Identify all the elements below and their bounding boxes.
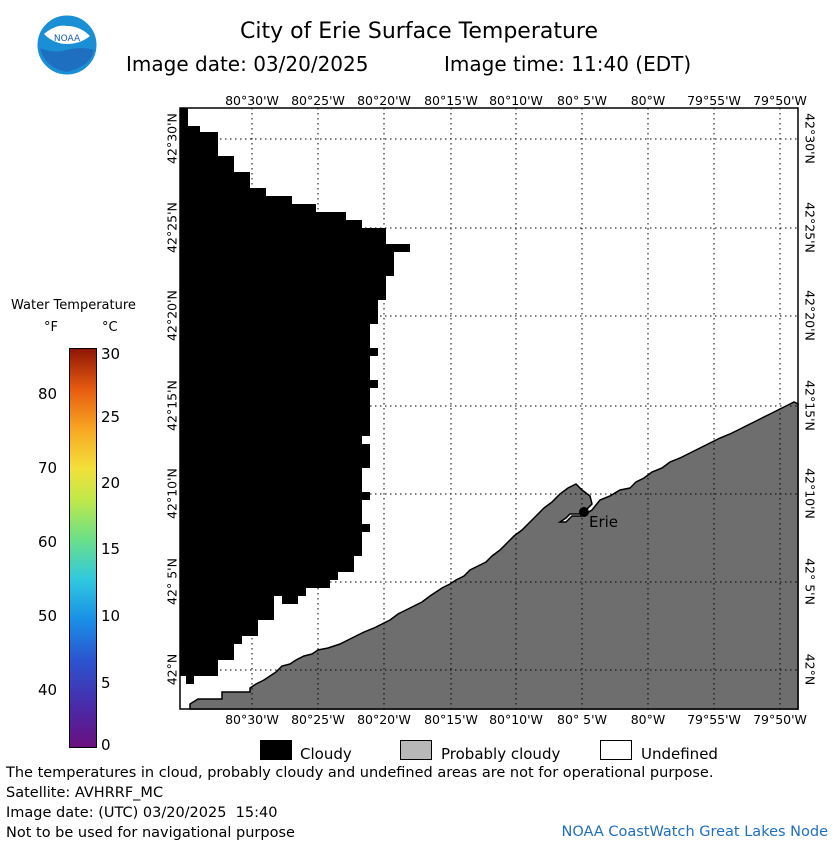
colorbar-f-tick: 50 bbox=[38, 607, 58, 625]
city-label-erie: Erie bbox=[589, 513, 618, 531]
lon-label-bottom: 80°W bbox=[630, 712, 666, 727]
footer-navigation-note: Not to be used for navigational purpose bbox=[6, 825, 295, 841]
footer-satellite: Satellite: AVHRRF_MC bbox=[6, 785, 164, 801]
lat-label-right: 42° 5'N bbox=[802, 558, 818, 605]
colorbar-f-tick: 40 bbox=[38, 681, 58, 699]
colorbar-unit-f: °F bbox=[44, 320, 58, 335]
footer-disclaimer: The temperatures in cloud, probably clou… bbox=[6, 765, 714, 781]
lon-label-bottom: 80°20'W bbox=[357, 712, 411, 727]
legend-label-probably-cloudy: Probably cloudy bbox=[441, 745, 561, 763]
image-date: Image date: 03/20/2025 bbox=[126, 52, 369, 76]
lat-label-left: 42°30'N bbox=[164, 113, 180, 164]
footer-image-date: Image date: (UTC) 03/20/2025 15:40 bbox=[6, 805, 278, 821]
lat-label-left: 42°N bbox=[164, 653, 180, 686]
colorbar-c-tick: 10 bbox=[101, 607, 121, 625]
colorbar-c-tick: 25 bbox=[101, 408, 121, 426]
colorbar-c-tick: 0 bbox=[101, 736, 111, 754]
noaa-logo: NOAA bbox=[36, 14, 98, 76]
lat-label-right: 42°N bbox=[802, 653, 818, 686]
lat-label-left: 42°15'N bbox=[164, 380, 180, 431]
lat-label-right: 42°25'N bbox=[802, 202, 818, 253]
lat-label-left: 42°10'N bbox=[164, 468, 180, 519]
lon-label-top: 80° 5'W bbox=[557, 93, 607, 108]
graticule bbox=[180, 108, 798, 709]
legend-swatch-undefined bbox=[600, 740, 632, 760]
page-title: City of Erie Surface Temperature bbox=[239, 19, 599, 44]
lat-label-right: 42°10'N bbox=[802, 468, 818, 519]
lon-label-top: 79°55'W bbox=[687, 93, 741, 108]
legend-label-cloudy: Cloudy bbox=[300, 745, 352, 763]
lon-label-bottom: 79°50'W bbox=[753, 712, 807, 727]
lon-label-top: 80°30'W bbox=[225, 93, 279, 108]
lon-label-bottom: 79°55'W bbox=[687, 712, 741, 727]
lon-label-bottom: 80°15'W bbox=[424, 712, 478, 727]
lat-label-right: 42°20'N bbox=[802, 290, 818, 341]
legend-swatch-cloudy bbox=[260, 740, 292, 760]
city-marker-erie bbox=[579, 507, 589, 517]
lat-label-right: 42°15'N bbox=[802, 380, 818, 431]
colorbar-f-tick: 80 bbox=[38, 385, 58, 403]
colorbar-unit-c: °C bbox=[102, 320, 118, 335]
colorbar-title: Water Temperature bbox=[11, 298, 136, 313]
colorbar-f-tick: 70 bbox=[38, 459, 58, 477]
colorbar-f-tick: 60 bbox=[38, 533, 58, 551]
lon-label-top: 80°15'W bbox=[424, 93, 478, 108]
lon-label-top: 80°W bbox=[630, 93, 666, 108]
lon-label-top: 80°25'W bbox=[291, 93, 345, 108]
colorbar-c-tick: 20 bbox=[101, 474, 121, 492]
image-time: Image time: 11:40 (EDT) bbox=[444, 52, 692, 76]
land-area bbox=[189, 401, 799, 710]
lon-label-bottom: 80° 5'W bbox=[557, 712, 607, 727]
lon-label-top: 80°20'W bbox=[357, 93, 411, 108]
lon-label-bottom: 80°30'W bbox=[225, 712, 279, 727]
legend-label-undefined: Undefined bbox=[641, 745, 718, 763]
colorbar bbox=[69, 348, 97, 748]
logo-text: NOAA bbox=[54, 34, 81, 44]
colorbar-c-tick: 30 bbox=[101, 345, 121, 363]
lat-label-left: 42° 5'N bbox=[164, 558, 180, 605]
lon-label-bottom: 80°10'W bbox=[489, 712, 543, 727]
lon-label-bottom: 80°25'W bbox=[291, 712, 345, 727]
lat-label-left: 42°25'N bbox=[164, 202, 180, 253]
lat-label-right: 42°30'N bbox=[802, 113, 818, 164]
lon-label-top: 80°10'W bbox=[489, 93, 543, 108]
lat-label-left: 42°20'N bbox=[164, 290, 180, 341]
colorbar-c-tick: 5 bbox=[101, 674, 111, 692]
colorbar-c-tick: 15 bbox=[101, 540, 121, 558]
footer-credit: NOAA CoastWatch Great Lakes Node bbox=[561, 824, 828, 840]
lon-label-top: 79°50'W bbox=[753, 93, 807, 108]
legend-swatch-probably-cloudy bbox=[400, 740, 432, 760]
cloud-mask bbox=[180, 108, 410, 684]
